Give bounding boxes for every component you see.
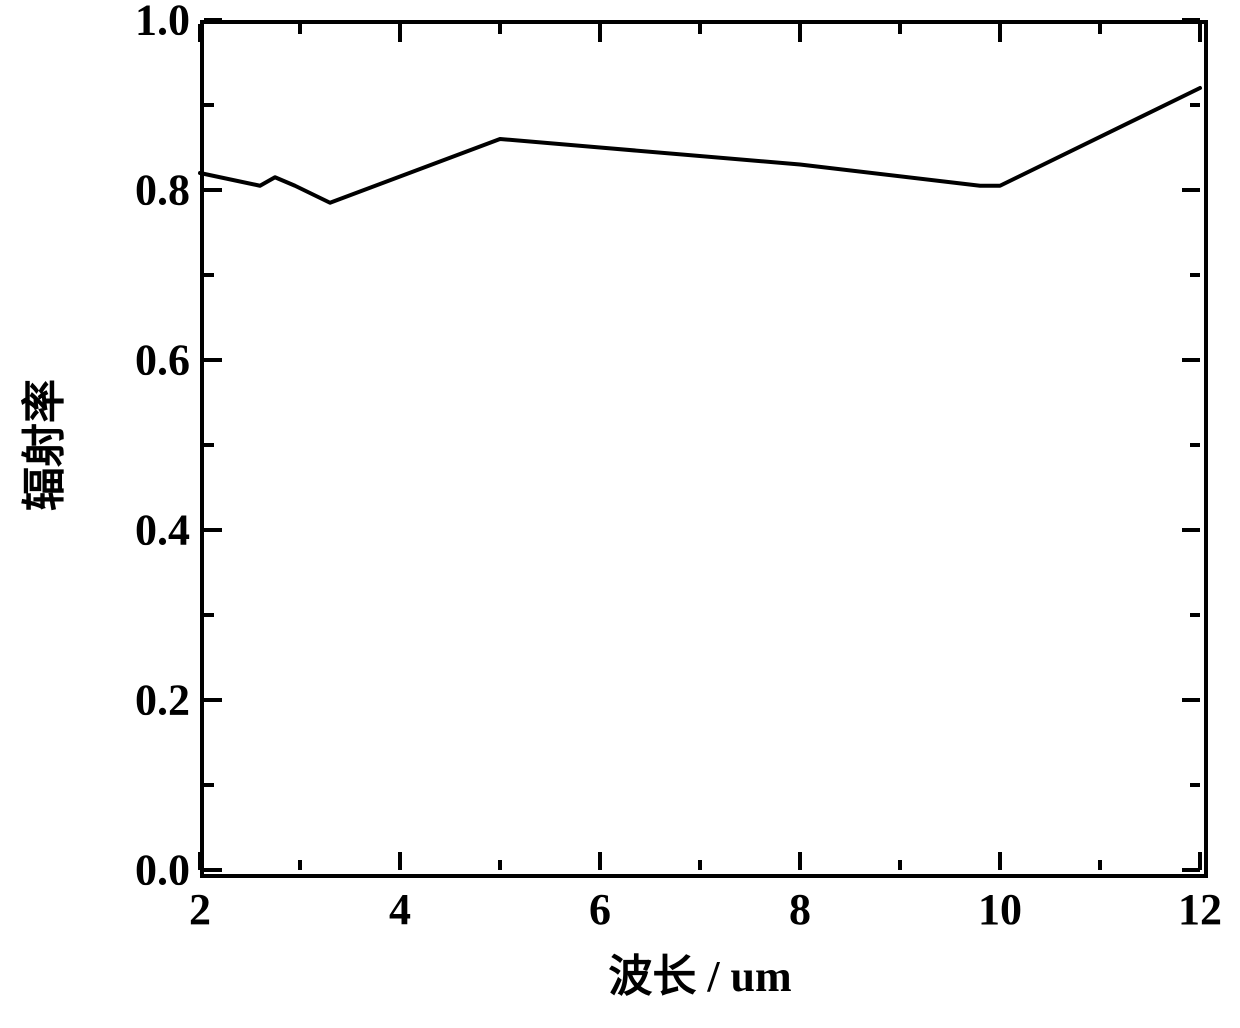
data-line bbox=[0, 0, 1240, 1028]
chart-container: 0.00.20.40.60.81.024681012辐射率波长 / um bbox=[0, 0, 1240, 1028]
